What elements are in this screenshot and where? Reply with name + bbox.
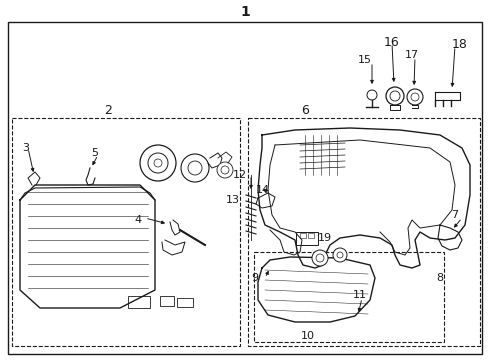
Circle shape bbox=[188, 161, 202, 175]
Bar bbox=[300, 233, 306, 238]
Circle shape bbox=[221, 166, 229, 174]
Bar bbox=[177, 298, 193, 307]
Text: 15: 15 bbox=[358, 55, 372, 65]
Polygon shape bbox=[20, 185, 155, 308]
Text: 18: 18 bbox=[452, 39, 468, 51]
Text: 16: 16 bbox=[384, 36, 400, 49]
Text: 19: 19 bbox=[318, 233, 332, 243]
Polygon shape bbox=[435, 92, 460, 100]
Bar bbox=[12, 118, 240, 346]
Text: 14: 14 bbox=[256, 185, 270, 195]
Circle shape bbox=[367, 90, 377, 100]
Circle shape bbox=[140, 145, 176, 181]
Circle shape bbox=[181, 154, 209, 182]
Bar bbox=[254, 252, 444, 342]
Text: 1: 1 bbox=[240, 5, 250, 19]
Polygon shape bbox=[170, 220, 180, 235]
Circle shape bbox=[217, 162, 233, 178]
Bar bbox=[128, 296, 150, 308]
Text: 5: 5 bbox=[92, 148, 98, 158]
Circle shape bbox=[337, 252, 343, 258]
Circle shape bbox=[411, 93, 419, 101]
Bar bbox=[248, 118, 480, 346]
Text: 12: 12 bbox=[233, 170, 247, 180]
Text: 11: 11 bbox=[353, 290, 367, 300]
Polygon shape bbox=[162, 240, 185, 255]
Bar bbox=[296, 232, 318, 245]
Polygon shape bbox=[218, 152, 232, 163]
Text: 4: 4 bbox=[134, 215, 142, 225]
Circle shape bbox=[407, 89, 423, 105]
Circle shape bbox=[154, 159, 162, 167]
Polygon shape bbox=[256, 193, 275, 208]
Polygon shape bbox=[208, 153, 222, 168]
Text: 17: 17 bbox=[405, 50, 419, 60]
Text: 6: 6 bbox=[301, 104, 309, 117]
Bar bbox=[308, 233, 314, 238]
Bar bbox=[160, 296, 174, 306]
Text: 13: 13 bbox=[226, 195, 240, 205]
Text: 8: 8 bbox=[437, 273, 443, 283]
Polygon shape bbox=[28, 172, 40, 185]
Circle shape bbox=[316, 254, 324, 262]
Circle shape bbox=[333, 248, 347, 262]
Text: 10: 10 bbox=[301, 331, 315, 341]
Circle shape bbox=[312, 250, 328, 266]
Circle shape bbox=[148, 153, 168, 173]
Polygon shape bbox=[258, 128, 470, 268]
Circle shape bbox=[390, 91, 400, 101]
Polygon shape bbox=[258, 257, 375, 322]
Text: 2: 2 bbox=[104, 104, 112, 117]
Text: 7: 7 bbox=[451, 210, 459, 220]
Text: 9: 9 bbox=[251, 273, 258, 283]
Circle shape bbox=[386, 87, 404, 105]
Polygon shape bbox=[438, 225, 462, 250]
Text: 3: 3 bbox=[22, 143, 29, 153]
